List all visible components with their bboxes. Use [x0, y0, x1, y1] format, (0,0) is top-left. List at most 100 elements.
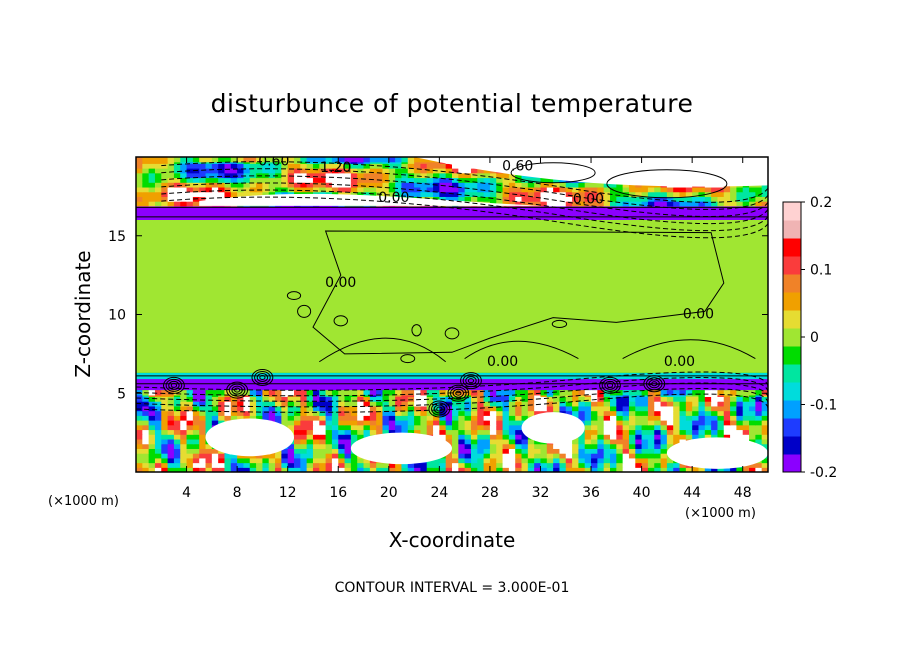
- field-cell: [534, 453, 542, 459]
- field-cell: [331, 168, 339, 174]
- field-cell: [287, 443, 295, 449]
- field-cell: [357, 177, 365, 183]
- field-cell: [300, 420, 308, 426]
- field-cell: [407, 191, 415, 197]
- field-cell: [749, 424, 756, 431]
- field-cell: [660, 401, 668, 407]
- field-cell: [319, 163, 327, 169]
- field-cell: [395, 424, 403, 431]
- field-cell: [426, 390, 434, 396]
- field-cell: [654, 420, 662, 426]
- field-cell: [502, 177, 510, 183]
- field-cell: [761, 196, 768, 202]
- field-cell: [161, 448, 169, 454]
- field-cell: [180, 390, 188, 396]
- field-cell: [736, 410, 744, 416]
- field-cell: [439, 467, 447, 472]
- field-cell: [350, 390, 358, 396]
- field-cell: [344, 172, 352, 179]
- field-cell: [357, 457, 365, 464]
- field-cell: [331, 420, 339, 426]
- field-cell: [148, 415, 156, 421]
- field-cell: [407, 182, 415, 188]
- field-cell: [464, 467, 472, 472]
- field-cell: [565, 443, 573, 449]
- field-band: [136, 379, 768, 391]
- contour-eddy: [460, 372, 482, 390]
- field-cell: [489, 420, 497, 426]
- field-cell: [331, 405, 339, 412]
- field-cell: [148, 177, 156, 183]
- field-cell: [622, 396, 630, 402]
- field-cell: [736, 196, 744, 202]
- field-cell: [483, 191, 491, 197]
- field-cell: [508, 429, 516, 435]
- field-cell: [527, 448, 535, 454]
- field-cell: [433, 467, 440, 472]
- field-cell: [237, 390, 245, 396]
- x-tick-label: 40: [633, 485, 651, 501]
- field-cell: [167, 401, 175, 407]
- field-cell: [616, 390, 624, 396]
- field-cell: [199, 172, 207, 179]
- field-cell: [647, 396, 655, 402]
- field-cell: [294, 401, 301, 407]
- field-cell: [508, 405, 516, 412]
- field-cell: [230, 410, 238, 416]
- field-cell: [622, 415, 630, 421]
- field-cell: [641, 186, 649, 193]
- field-cell: [597, 457, 605, 464]
- field-cell: [464, 462, 472, 468]
- field-cell: [363, 182, 371, 188]
- field-cell: [154, 196, 162, 202]
- field-cell: [628, 410, 636, 416]
- field-cell: [546, 462, 554, 468]
- field-cell: [534, 390, 542, 396]
- field-cell: [433, 163, 440, 169]
- field-cell: [647, 457, 655, 464]
- field-cell: [559, 196, 567, 202]
- field-cell: [591, 186, 598, 193]
- field-cell: [692, 390, 700, 396]
- field-cell: [578, 390, 586, 396]
- field-cell: [591, 191, 598, 197]
- field-cell: [376, 415, 384, 421]
- field-cell: [338, 157, 346, 163]
- field-cell: [369, 172, 377, 179]
- field-cell: [439, 420, 447, 426]
- field-cell: [382, 182, 390, 188]
- field-cell: [534, 457, 542, 464]
- field-cell: [654, 453, 662, 459]
- field-cell: [470, 420, 478, 426]
- field-cell: [452, 405, 459, 412]
- field-cell: [243, 177, 251, 183]
- field-cell: [736, 467, 744, 472]
- field-cell: [534, 177, 542, 183]
- field-cell: [369, 415, 377, 421]
- field-cell: [199, 390, 207, 396]
- field-cell: [502, 462, 510, 468]
- field-cell: [717, 396, 725, 402]
- field-cell: [628, 401, 636, 407]
- field-cell: [711, 186, 719, 193]
- field-cell: [382, 186, 390, 193]
- field-cell: [660, 434, 668, 440]
- field-cell: [679, 401, 687, 407]
- field-cell: [287, 448, 295, 454]
- field-cell: [445, 177, 453, 183]
- field-cell: [319, 401, 327, 407]
- field-cell: [584, 434, 592, 440]
- field-cell: [338, 177, 346, 183]
- field-cell: [521, 182, 529, 188]
- field-cell: [161, 405, 169, 412]
- field-cell: [439, 424, 447, 431]
- field-cell: [306, 429, 314, 435]
- field-cell: [616, 201, 624, 207]
- field-cell: [287, 182, 295, 188]
- field-cell: [464, 453, 472, 459]
- field-cell: [660, 457, 668, 464]
- field-cell: [350, 163, 358, 169]
- field-cell: [508, 196, 516, 202]
- field-cell: [211, 186, 219, 193]
- field-cell: [502, 405, 510, 412]
